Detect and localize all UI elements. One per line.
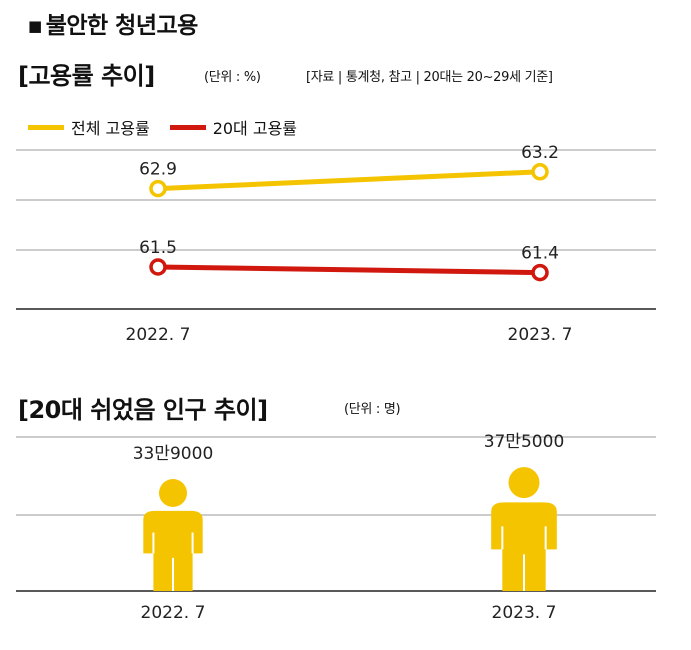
legend-item-total: 전체 고용률 [28, 115, 150, 139]
person-head-2 [508, 467, 540, 499]
data-label-s1-1: 62.9 [139, 160, 177, 180]
chart2-title: [20대 쉬었음 인구 추이] [18, 396, 268, 424]
square-bullet-icon: ■ [28, 17, 42, 35]
legend-item-twenties: 20대 고용률 [169, 115, 298, 139]
person-head-1 [159, 479, 187, 507]
chart2-unit: (단위 : 명) [344, 402, 401, 417]
resting-population-chart: 33만9000 2022. 7 37만5000 2023. 7 [16, 432, 656, 623]
person-body-2 [491, 502, 557, 591]
series-line-2 [157, 264, 541, 276]
page-title-text: 불안한 청년고용 [45, 13, 199, 39]
x-tick-label-2: 2023. 7 [492, 603, 557, 623]
chart1-source: [자료 | 통계청, 참고 | 20대는 20~29세 기준] [306, 70, 553, 85]
chart1-title: [고용률 추이] [18, 62, 155, 90]
data-point-s1-1 [149, 179, 167, 198]
data-label-s2-2: 61.4 [521, 244, 559, 264]
legend-label-total: 전체 고용률 [71, 119, 150, 138]
data-point-s2-1 [149, 258, 167, 276]
chart1-unit: (단위 : %) [204, 70, 261, 85]
x-tick-label-2: 2023. 7 [508, 325, 573, 345]
value-label-1: 33만9000 [133, 444, 214, 464]
data-label-s2-1: 61.5 [139, 238, 177, 258]
person-body-1 [143, 510, 203, 591]
person-figure-2 [491, 467, 557, 591]
data-point-s2-2 [531, 263, 549, 282]
value-label-2: 37만5000 [484, 432, 565, 452]
legend-swatch-total [28, 124, 64, 130]
data-point-s1-2 [531, 163, 549, 181]
x-tick-label-1: 2022. 7 [126, 325, 191, 345]
employment-rate-line-chart: 62.9 63.2 61.5 61.4 2022. 7 2023. 7 [16, 143, 656, 345]
legend-swatch-twenties [169, 124, 206, 130]
chart1-legend: 전체 고용률 20대 고용률 [28, 115, 317, 139]
x-tick-label-1: 2022. 7 [141, 603, 206, 623]
series-line-1 [157, 169, 541, 192]
legend-label-twenties: 20대 고용률 [212, 119, 298, 138]
data-label-s1-2: 63.2 [521, 143, 559, 163]
page-title: ■ 불안한 청년고용 [28, 6, 198, 40]
person-figure-1 [143, 479, 203, 591]
